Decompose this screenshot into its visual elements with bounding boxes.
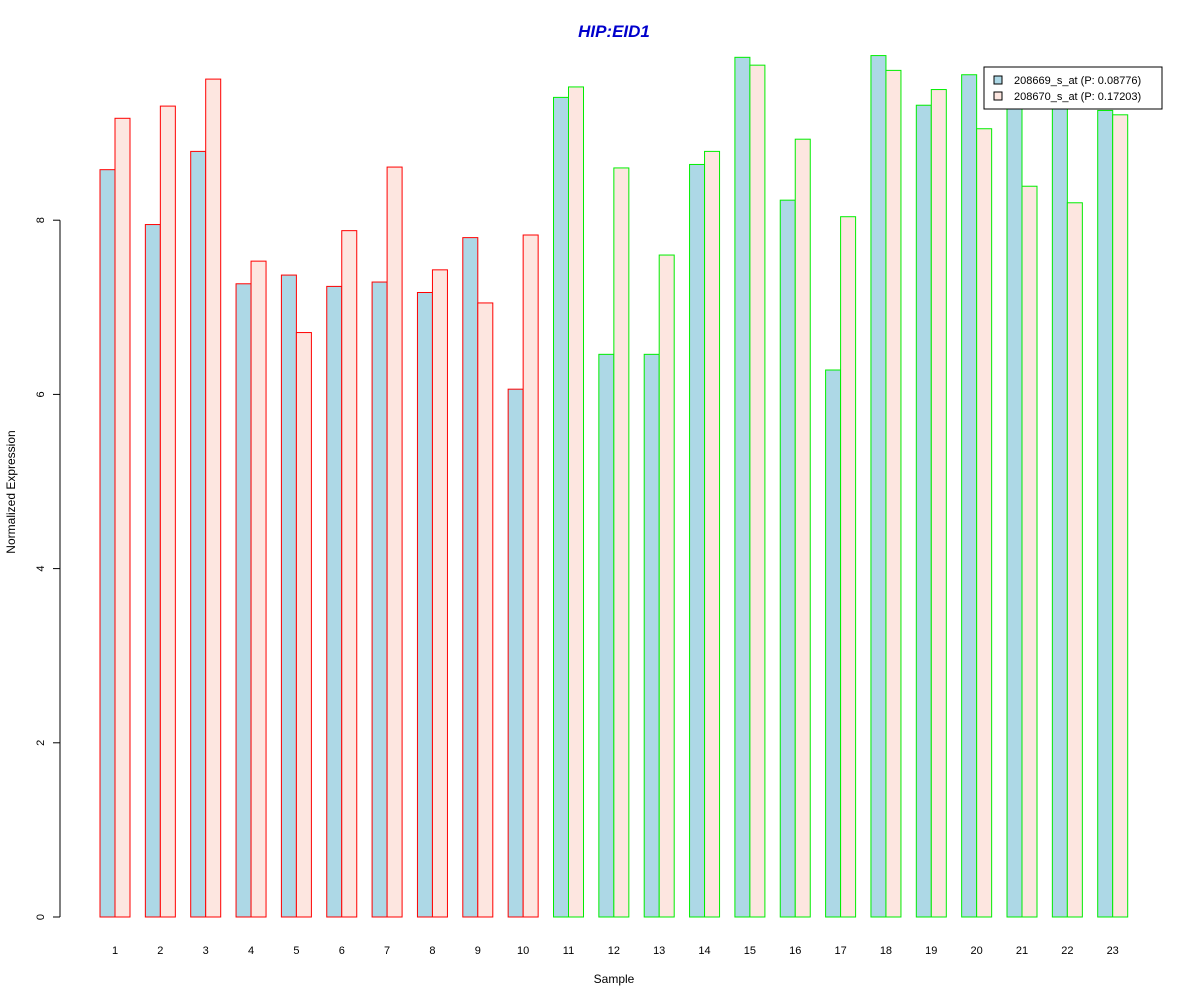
- bar: [477, 302, 494, 918]
- bar: [280, 274, 297, 918]
- x-tick-label: 20: [971, 945, 983, 957]
- bar: [734, 56, 751, 918]
- bar: [416, 291, 433, 918]
- x-tick-label: 21: [1016, 945, 1028, 957]
- bar: [1051, 102, 1068, 918]
- bar: [658, 254, 675, 918]
- x-tick-label: 11: [563, 945, 574, 957]
- bar: [1097, 109, 1114, 918]
- x-tick-label: 14: [698, 945, 710, 957]
- x-tick-labels: 1 2 3 4 5 6 7 8 9 10 11 12 13 14 15 16 17 18 19 20 21 22 23: [112, 945, 1119, 957]
- x-tick-label: 7: [384, 945, 390, 957]
- y-tick-label: 2: [35, 740, 47, 746]
- bar: [462, 237, 479, 918]
- bar: [205, 78, 222, 918]
- x-tick-label: 13: [653, 945, 665, 957]
- y-tick-label: 6: [35, 391, 47, 397]
- x-tick-label: 3: [203, 945, 209, 957]
- bar: [840, 216, 857, 918]
- bar: [326, 285, 343, 918]
- x-tick-label: 10: [517, 945, 529, 957]
- bar: [1066, 202, 1083, 918]
- legend-box: [983, 66, 1163, 110]
- bar: [386, 166, 403, 918]
- x-tick-label: 2: [157, 945, 163, 957]
- bar: [159, 105, 176, 918]
- x-tick-label: 4: [248, 945, 254, 957]
- x-tick-label: 15: [744, 945, 756, 957]
- bars-group: [99, 55, 1129, 918]
- bar: [976, 128, 993, 918]
- bar: [930, 89, 947, 918]
- bar: [507, 388, 524, 918]
- x-tick-label: 19: [925, 945, 937, 957]
- bar: [870, 55, 887, 918]
- x-tick-label: 23: [1107, 945, 1119, 957]
- bar: [553, 96, 569, 918]
- x-tick-label: 12: [608, 945, 620, 957]
- bar: [1006, 102, 1023, 918]
- x-tick-label: 8: [429, 945, 435, 957]
- x-tick-label: 16: [789, 945, 801, 957]
- bar: [114, 117, 131, 918]
- bar: [341, 230, 358, 918]
- bar: [235, 283, 252, 918]
- bar: [1112, 114, 1129, 918]
- x-tick-label: 5: [293, 945, 299, 957]
- chart-title: HIP:EID1: [578, 22, 650, 41]
- x-tick-label: 9: [475, 945, 481, 957]
- x-tick-label: 6: [339, 945, 345, 957]
- bar: [190, 150, 207, 918]
- bar: [794, 138, 811, 918]
- bar: [250, 260, 267, 918]
- bar: [915, 104, 932, 918]
- bar: [431, 269, 448, 918]
- bar: [825, 369, 842, 918]
- bar: [1021, 185, 1038, 918]
- legend-swatch: [993, 91, 1003, 101]
- y-axis: 0 2 4 6 8: [35, 217, 61, 920]
- bar: [643, 353, 660, 918]
- bar: [295, 332, 312, 918]
- y-axis-label: Normalized Expression: [4, 430, 18, 553]
- bar: [371, 281, 388, 918]
- x-tick-label: 18: [880, 945, 892, 957]
- bar: [522, 234, 539, 918]
- y-tick-label: 0: [35, 914, 47, 920]
- x-axis-label: Sample: [594, 972, 635, 986]
- legend-swatch: [993, 75, 1003, 85]
- bar: [779, 199, 796, 918]
- y-tick-label: 4: [35, 566, 47, 572]
- bar: [689, 163, 706, 918]
- x-tick-label: 1: [112, 945, 118, 957]
- bar: [598, 353, 615, 918]
- legend-label: 208670_s_at (P: 0.17203): [1014, 91, 1141, 103]
- bar: [144, 224, 161, 918]
- x-tick-label: 22: [1061, 945, 1073, 957]
- x-tick-label: 17: [834, 945, 846, 957]
- legend-label: 208669_s_at (P: 0.08776): [1014, 75, 1141, 87]
- bar: [568, 86, 584, 918]
- bar: [961, 74, 978, 918]
- bar: [885, 69, 902, 918]
- bar: [613, 167, 630, 918]
- bar: [99, 169, 116, 918]
- bar: [749, 64, 766, 918]
- legend: 208669_s_at (P: 0.08776) 208670_s_at (P: …: [983, 66, 1163, 110]
- bar: [704, 150, 721, 918]
- y-tick-label: 8: [35, 217, 47, 223]
